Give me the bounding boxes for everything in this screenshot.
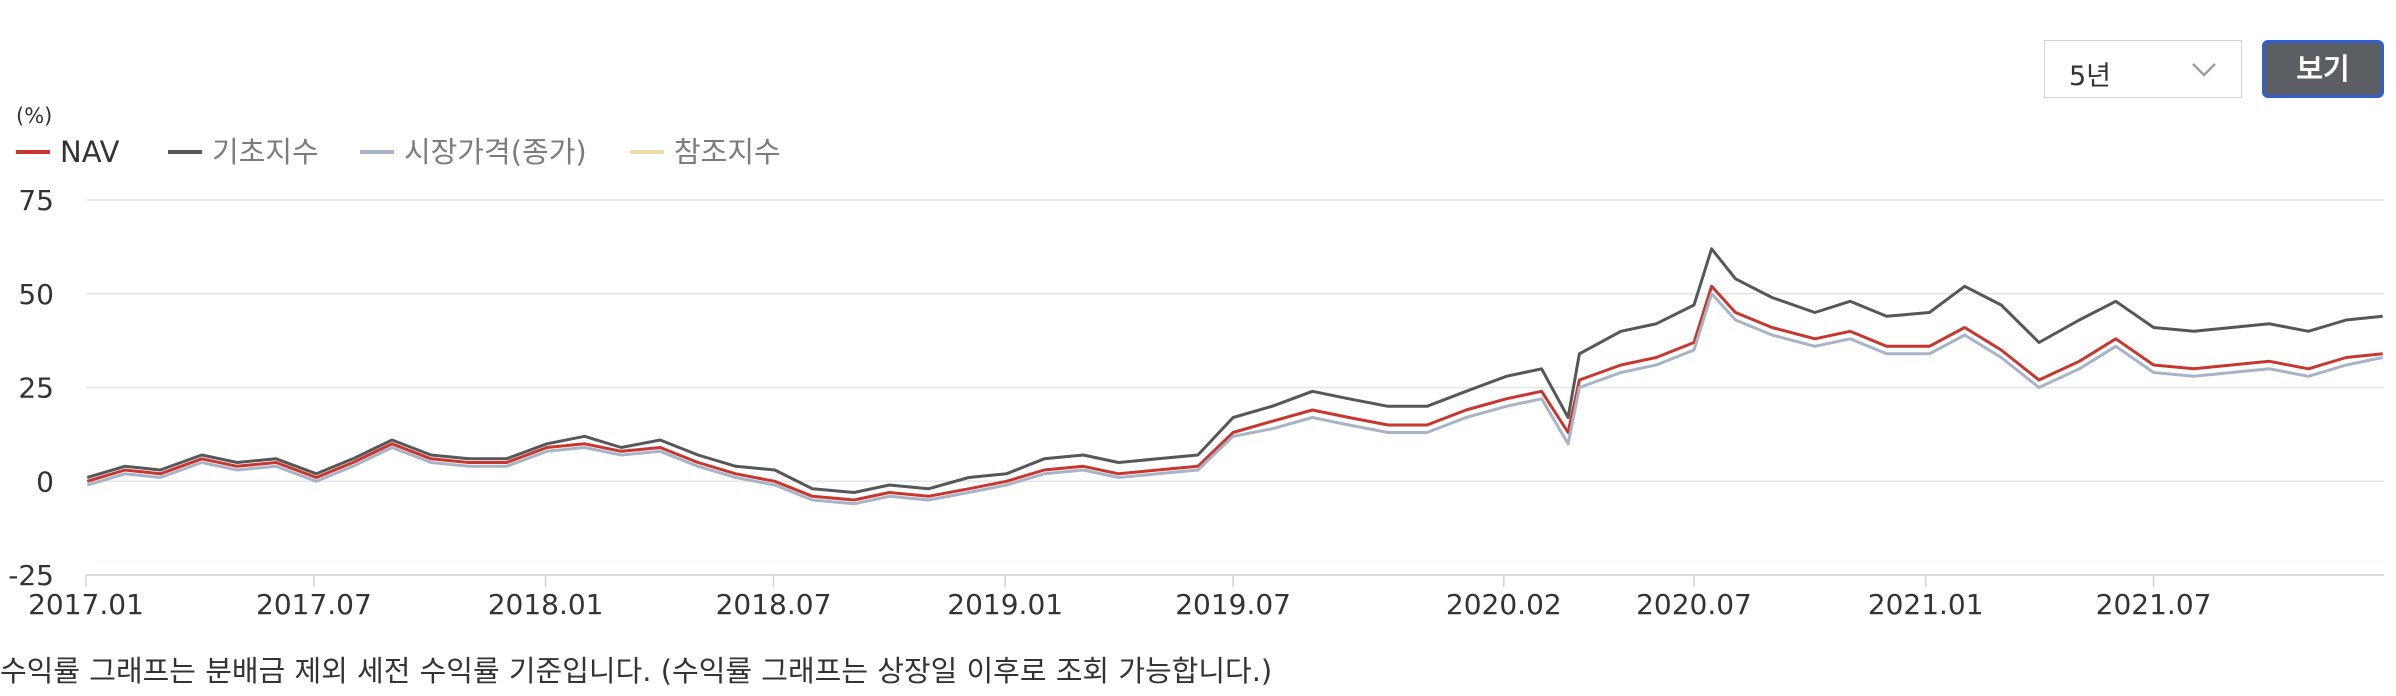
legend-label-nav: NAV xyxy=(60,135,120,169)
x-tick-label: 2017.07 xyxy=(256,588,372,621)
legend-item-reference-index[interactable]: 참조지수 xyxy=(630,132,781,172)
x-tick-label: 2017.01 xyxy=(28,588,144,621)
x-tick-label: 2020.02 xyxy=(1446,588,1562,621)
y-tick-label: 75 xyxy=(18,184,54,217)
period-select-value: 5년 xyxy=(2069,61,2112,92)
legend-swatch-reference-index xyxy=(630,150,664,154)
legend-label-base-index: 기초지수 xyxy=(212,135,319,169)
y-tick-label: -25 xyxy=(8,559,54,592)
series-line-NAV xyxy=(86,284,2383,502)
legend-label-reference-index: 참조지수 xyxy=(674,135,781,169)
y-tick-label: 50 xyxy=(18,278,54,311)
view-button[interactable]: 보기 xyxy=(2262,40,2384,98)
legend-swatch-market-price xyxy=(360,150,394,154)
chart-footnote: 수익률 그래프는 분배금 제외 세전 수익률 기준입니다. (수익률 그래프는 … xyxy=(0,654,1273,688)
series-line-기초지수 xyxy=(86,247,2383,494)
y-tick-label: 25 xyxy=(18,372,54,405)
x-tick-label: 2018.01 xyxy=(488,588,604,621)
x-tick-label: 2018.07 xyxy=(716,588,832,621)
legend-swatch-base-index xyxy=(168,150,202,154)
legend-item-market-price[interactable]: 시장가격(종가) xyxy=(360,132,587,172)
x-tick-label: 2020.07 xyxy=(1636,588,1752,621)
y-axis-unit-label: (%) xyxy=(16,104,53,128)
x-tick-label: 2021.07 xyxy=(2096,588,2212,621)
series-line-시장가격(종가) xyxy=(86,292,2384,506)
legend-label-market-price: 시장가격(종가) xyxy=(404,135,587,169)
x-tick-label: 2021.01 xyxy=(1868,588,1984,621)
period-select[interactable]: 5년 xyxy=(2044,40,2242,98)
legend-swatch-nav xyxy=(16,150,50,154)
x-tick-label: 2019.01 xyxy=(947,588,1063,621)
chevron-down-icon xyxy=(2192,63,2216,77)
y-tick-label: 0 xyxy=(36,465,54,498)
x-tick-label: 2019.07 xyxy=(1175,588,1291,621)
legend-item-nav[interactable]: NAV xyxy=(16,132,120,172)
legend-item-base-index[interactable]: 기초지수 xyxy=(168,132,319,172)
